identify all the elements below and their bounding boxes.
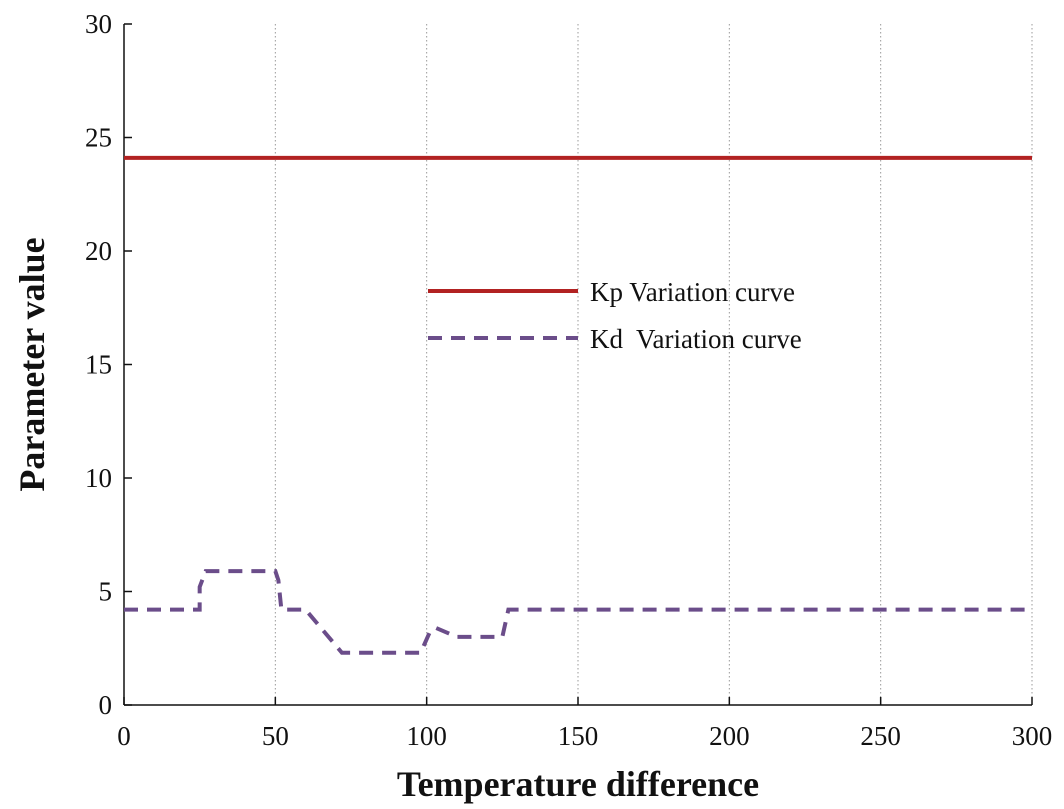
- grid: [274, 24, 1033, 705]
- y-tick-label: 5: [99, 577, 113, 607]
- x-axis-title: Temperature difference: [397, 764, 759, 804]
- y-tick-label: 25: [85, 123, 112, 153]
- x-tick-label: 250: [860, 721, 901, 751]
- y-tick-label: 0: [99, 690, 113, 720]
- legend-label-kd: Kd Variation curve: [590, 324, 802, 354]
- legend: Kp Variation curve Kd Variation curve: [428, 277, 802, 354]
- y-axis-ticks: 0 5 10 15 20 25 30: [85, 9, 132, 720]
- y-tick-label: 15: [85, 350, 112, 380]
- y-tick-label: 20: [85, 236, 112, 266]
- x-axis-ticks: 0 50 100 150 200 250 300: [117, 697, 1052, 751]
- legend-label-kp: Kp Variation curve: [590, 277, 795, 307]
- x-tick-label: 50: [262, 721, 289, 751]
- x-tick-label: 0: [117, 721, 131, 751]
- series: [124, 155, 1032, 655]
- y-tick-label: 10: [85, 463, 112, 493]
- x-tick-label: 100: [406, 721, 447, 751]
- series-kd-line: [124, 569, 1032, 655]
- x-tick-label: 300: [1012, 721, 1053, 751]
- y-tick-label: 30: [85, 9, 112, 39]
- x-tick-label: 200: [709, 721, 750, 751]
- y-axis-title: Parameter value: [12, 237, 52, 491]
- x-tick-label: 150: [558, 721, 599, 751]
